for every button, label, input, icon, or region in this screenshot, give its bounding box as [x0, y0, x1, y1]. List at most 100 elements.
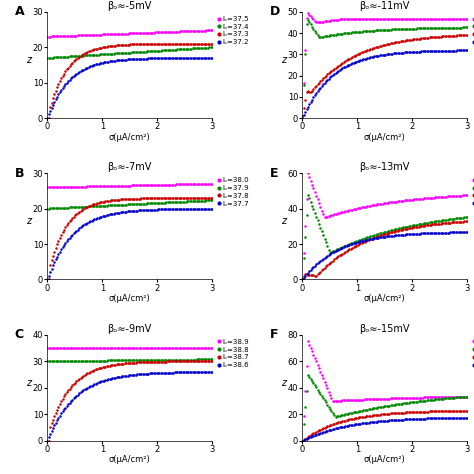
Iₒ=45.4: [429, 416, 435, 421]
Iₒ=37.8: [174, 195, 180, 201]
Iₒ=37.7: [158, 207, 164, 212]
Line: Iₒ=38.8: Iₒ=38.8: [46, 358, 213, 362]
Iₒ=45.4: [391, 417, 396, 423]
Iₒ=38.7: [158, 359, 164, 365]
Iₒ=40.2: [334, 64, 340, 69]
Iₒ=37.9: [89, 203, 94, 209]
Iₒ=38.8: [89, 358, 94, 364]
Iₒ=42.4: [414, 222, 420, 228]
Iₒ=42.2: [458, 219, 464, 225]
Iₒ=42.1: [391, 233, 396, 238]
Iₒ=46.0: [336, 398, 341, 403]
Iₒ=42.1: [334, 247, 340, 253]
Iₒ=46.0: [460, 394, 465, 400]
Iₒ=37.2: [174, 55, 180, 61]
Iₒ=38.6: [136, 372, 141, 377]
Iₒ=38.6: [45, 438, 50, 444]
Line: Iₒ=42.2: Iₒ=42.2: [301, 220, 468, 279]
Iₒ=40.4: [392, 17, 398, 22]
Iₒ=45.6: [458, 408, 464, 414]
Iₒ=40.2: [300, 113, 305, 119]
Iₒ=40.4: [300, 113, 305, 119]
Iₒ=38.0: [45, 184, 50, 190]
Iₒ=38.6: [174, 370, 180, 375]
Text: D: D: [270, 6, 280, 18]
Iₒ=40.3: [300, 113, 305, 119]
Iₒ=37.2: [203, 55, 209, 61]
Iₒ=37.2: [209, 55, 215, 61]
Iₒ=37.7: [203, 206, 209, 211]
Iₒ=37.9: [45, 206, 50, 211]
Iₒ=37.8: [79, 207, 85, 213]
Iₒ=45.6: [391, 410, 396, 416]
Iₒ=45.9: [464, 394, 470, 400]
Line: Iₒ=40.3: Iₒ=40.3: [301, 19, 468, 117]
Iₒ=42.5: [300, 277, 305, 283]
Iₒ=38.0: [174, 182, 180, 187]
Iₒ=37.7: [209, 206, 215, 211]
Iₒ=37.4: [174, 46, 180, 52]
Legend: Iₒ=42.5, Iₒ=42.4, Iₒ=42.2, Iₒ=42.1: Iₒ=42.5, Iₒ=42.4, Iₒ=42.2, Iₒ=42.1: [472, 177, 474, 207]
Y-axis label: z: z: [281, 55, 286, 65]
Iₒ=37.5: [89, 32, 94, 38]
Y-axis label: z: z: [26, 378, 31, 388]
Line: Iₒ=37.5: Iₒ=37.5: [46, 29, 213, 38]
Iₒ=38.7: [203, 358, 209, 364]
Iₒ=37.9: [203, 198, 209, 203]
Iₒ=38.7: [174, 358, 180, 364]
Iₒ=42.5: [392, 199, 398, 205]
Iₒ=40.0: [413, 49, 419, 55]
Iₒ=38.7: [136, 359, 141, 365]
Iₒ=40.3: [431, 25, 437, 31]
Iₒ=42.4: [305, 192, 311, 198]
Iₒ=37.5: [79, 32, 85, 38]
Iₒ=38.6: [79, 389, 85, 394]
Iₒ=37.9: [136, 201, 141, 207]
Iₒ=37.5: [45, 34, 50, 39]
Iₒ=38.0: [203, 181, 209, 187]
Iₒ=37.3: [209, 41, 215, 46]
Iₒ=38.9: [174, 345, 180, 351]
Text: F: F: [270, 328, 278, 341]
Iₒ=42.1: [413, 231, 419, 237]
Iₒ=37.3: [89, 47, 94, 53]
Iₒ=42.5: [460, 192, 465, 198]
Iₒ=37.4: [79, 53, 85, 58]
Iₒ=40.0: [429, 48, 435, 54]
Iₒ=45.4: [464, 415, 470, 420]
Iₒ=37.3: [136, 41, 141, 47]
X-axis label: σ(μA/cm²): σ(μA/cm²): [109, 294, 151, 303]
Iₒ=40.4: [464, 17, 470, 22]
Iₒ=40.2: [458, 32, 464, 38]
Title: βₒ≈-7mV: βₒ≈-7mV: [108, 163, 152, 173]
Iₒ=40.2: [429, 35, 435, 40]
Iₒ=37.8: [89, 202, 94, 208]
Iₒ=37.5: [136, 30, 141, 36]
Iₒ=37.3: [45, 115, 50, 121]
Iₒ=40.4: [460, 17, 465, 22]
Iₒ=38.9: [136, 345, 141, 351]
X-axis label: σ(μA/cm²): σ(μA/cm²): [364, 133, 406, 142]
Iₒ=37.2: [158, 55, 164, 61]
Y-axis label: z: z: [281, 378, 286, 388]
Iₒ=40.2: [413, 36, 419, 42]
Iₒ=45.6: [413, 409, 419, 415]
Iₒ=40.0: [334, 69, 340, 75]
Iₒ=37.9: [209, 197, 215, 203]
Iₒ=40.2: [344, 57, 349, 63]
Iₒ=38.0: [79, 184, 85, 190]
Iₒ=42.4: [336, 246, 341, 252]
Iₒ=42.4: [431, 219, 437, 225]
Iₒ=45.9: [300, 438, 305, 444]
Iₒ=37.7: [45, 277, 50, 283]
Iₒ=38.8: [158, 357, 164, 363]
Iₒ=38.0: [209, 181, 215, 187]
Title: βₒ≈-11mV: βₒ≈-11mV: [359, 1, 410, 11]
Iₒ=37.8: [158, 195, 164, 201]
Iₒ=42.5: [431, 195, 437, 201]
Legend: Iₒ=38.9, Iₒ=38.8, Iₒ=38.7, Iₒ=38.6: Iₒ=38.9, Iₒ=38.8, Iₒ=38.7, Iₒ=38.6: [217, 338, 250, 369]
Line: Iₒ=42.5: Iₒ=42.5: [301, 172, 468, 281]
Iₒ=46.0: [345, 397, 351, 403]
Text: C: C: [15, 328, 24, 341]
Iₒ=37.3: [174, 41, 180, 46]
